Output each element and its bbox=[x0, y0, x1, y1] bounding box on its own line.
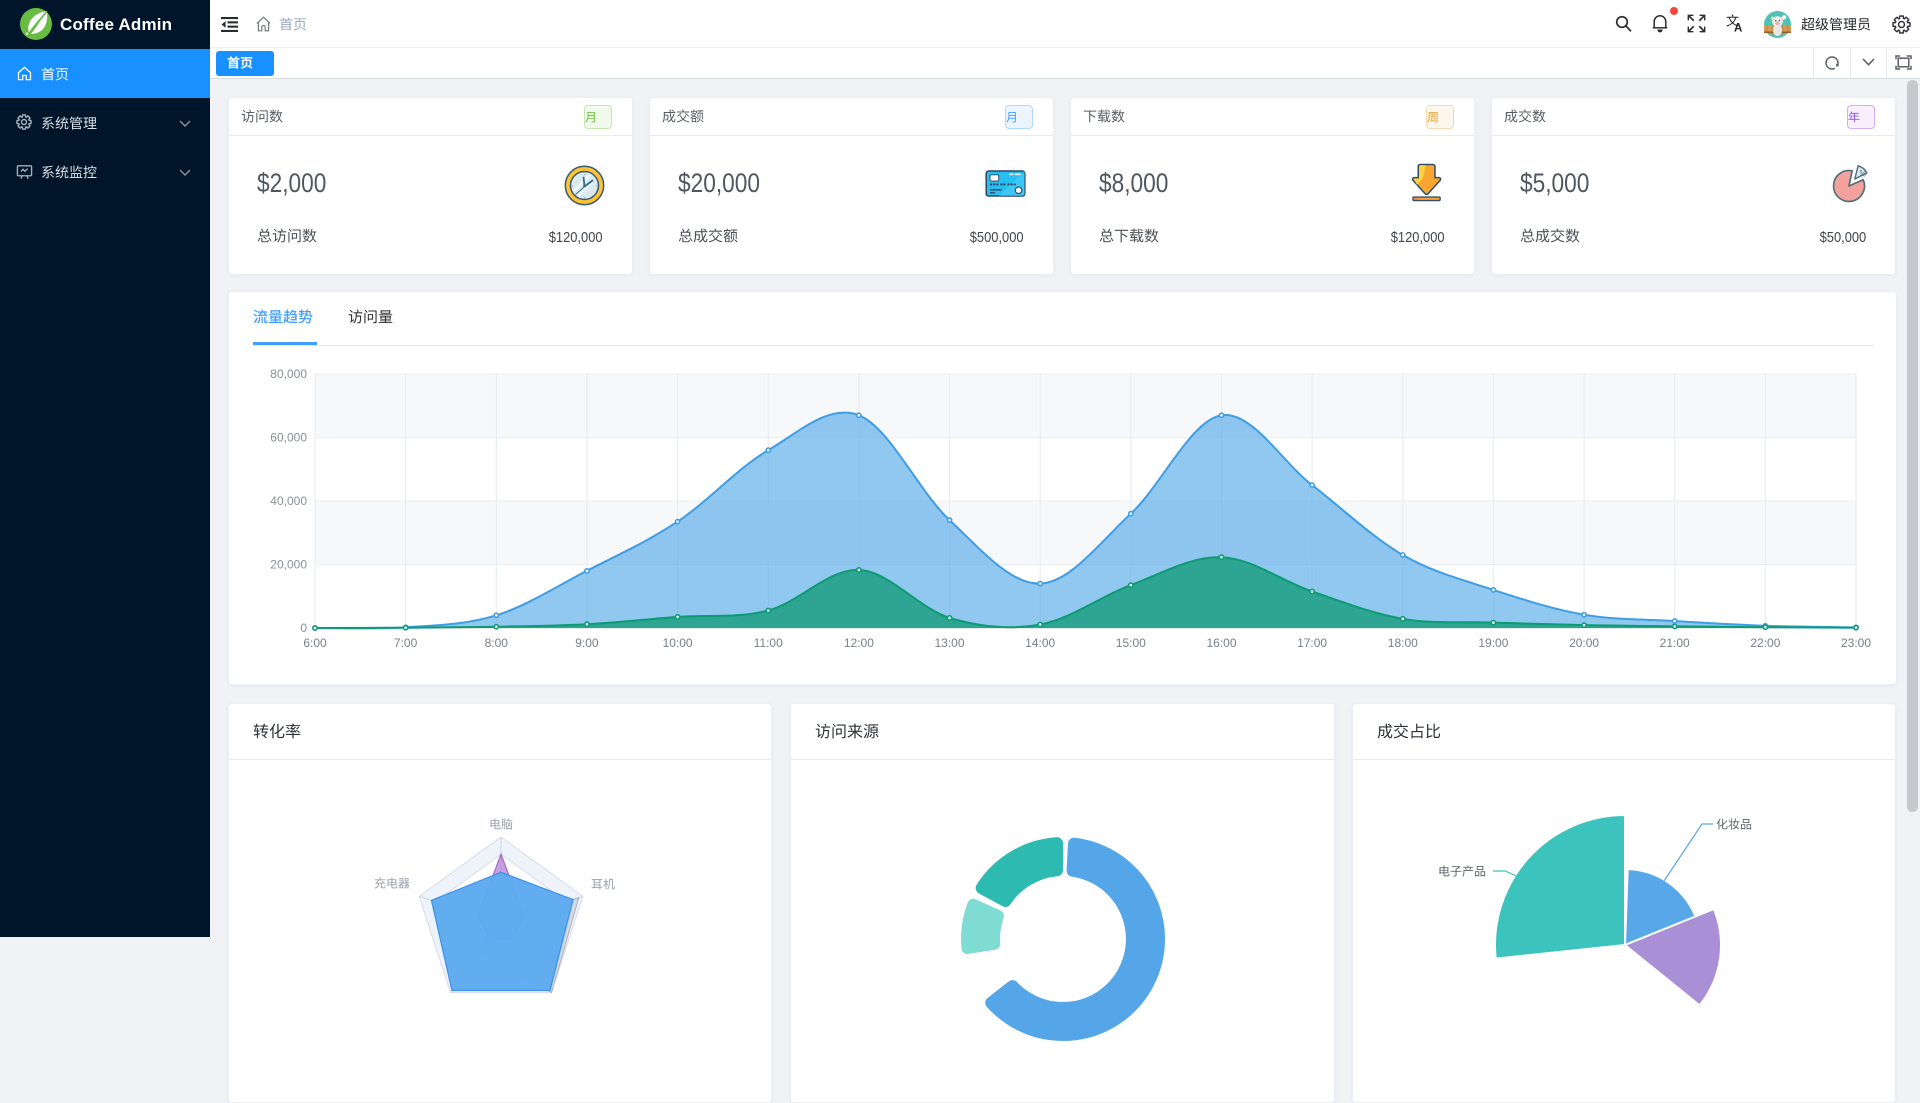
svg-text:14:00: 14:00 bbox=[1025, 636, 1055, 650]
svg-text:23:00: 23:00 bbox=[1841, 636, 1871, 650]
svg-text:17:00: 17:00 bbox=[1297, 636, 1327, 650]
svg-text:10:00: 10:00 bbox=[663, 636, 693, 650]
svg-text:8:00: 8:00 bbox=[485, 636, 509, 650]
svg-text:0: 0 bbox=[300, 621, 307, 635]
svg-text:7:00: 7:00 bbox=[394, 636, 418, 650]
svg-text:19:00: 19:00 bbox=[1478, 636, 1508, 650]
svg-text:60,000: 60,000 bbox=[270, 431, 307, 445]
svg-text:20,000: 20,000 bbox=[270, 558, 307, 572]
svg-text:13:00: 13:00 bbox=[934, 636, 964, 650]
svg-text:21:00: 21:00 bbox=[1660, 636, 1690, 650]
svg-text:18:00: 18:00 bbox=[1388, 636, 1418, 650]
svg-text:40,000: 40,000 bbox=[270, 494, 307, 508]
svg-text:6:00: 6:00 bbox=[303, 636, 327, 650]
svg-text:22:00: 22:00 bbox=[1750, 636, 1780, 650]
svg-text:A: A bbox=[1734, 23, 1742, 34]
svg-text:9:00: 9:00 bbox=[575, 636, 599, 650]
svg-text:12:00: 12:00 bbox=[844, 636, 874, 650]
svg-text:20:00: 20:00 bbox=[1569, 636, 1599, 650]
svg-text:%: % bbox=[1858, 168, 1867, 178]
svg-text:11:00: 11:00 bbox=[754, 636, 783, 650]
svg-text:80,000: 80,000 bbox=[270, 367, 307, 381]
svg-text:15:00: 15:00 bbox=[1116, 636, 1146, 650]
svg-text:16:00: 16:00 bbox=[1206, 636, 1236, 650]
